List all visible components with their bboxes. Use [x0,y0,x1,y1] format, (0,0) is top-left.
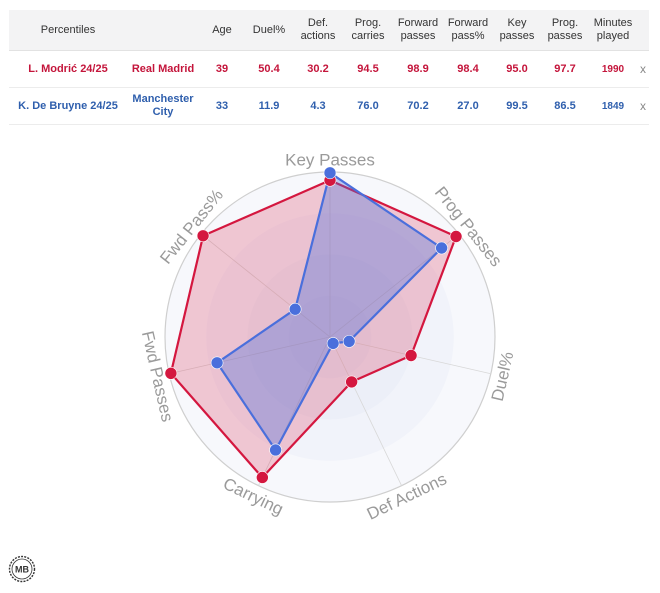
axis-spoke [329,336,402,486]
data-point [326,337,340,350]
table-row[interactable]: K. De Bruyne 24/25 Manchester City 33 11… [9,88,649,125]
header-spacer [637,10,649,51]
data-point [164,367,178,380]
player-name: L. Modrić 24/25 [28,62,108,75]
axis-label: Key Passes [285,151,375,170]
header-percentiles: Percentiles [40,23,96,36]
forward-pass-pct-cell: 98.4 [457,62,479,75]
svg-text:MB: MB [15,565,29,575]
team-name: Real Madrid [131,62,195,75]
header-forward-pass-pct[interactable]: Forward pass% [447,17,489,42]
key-passes-cell: 99.5 [506,99,528,112]
data-point [345,375,358,389]
remove-player-button[interactable]: x [640,98,646,113]
prog-passes-cell: 86.5 [554,99,576,112]
header-minutes-played[interactable]: Minutes played [593,17,633,42]
forward-passes-cell: 98.9 [407,62,429,75]
key-passes-cell: 95.0 [506,62,528,75]
header-key-passes[interactable]: Key passes [499,17,535,42]
header-duel-pct[interactable]: Duel% [252,23,286,36]
series-area-modric [169,179,458,479]
forward-passes-cell: 70.2 [407,99,429,112]
mb-logo: MB [8,555,36,583]
team-name: Manchester City [132,93,194,118]
data-point [323,166,337,180]
header-prog-passes[interactable]: Prog. passes [547,17,583,42]
prog-carries-cell: 94.5 [357,62,379,75]
comparison-table: Percentiles Age Duel% Def. actions Prog.… [9,10,649,125]
axis-spoke [169,336,331,375]
data-point [342,335,356,348]
axis-spoke [200,233,331,338]
data-point [288,302,302,316]
duel-pct-cell: 50.4 [258,62,280,75]
data-point [449,230,463,243]
header-def-actions[interactable]: Def. actions [300,17,336,42]
def-actions-cell: 30.2 [307,62,329,75]
remove-player-button[interactable]: x [640,61,646,76]
data-point [256,471,269,484]
prog-passes-cell: 97.7 [554,62,576,75]
age-cell: 33 [215,99,229,112]
prog-carries-cell: 76.0 [357,99,379,112]
series-area-de-bruyne [216,171,443,452]
data-point [404,349,418,362]
minutes-cell: 1849 [601,100,625,112]
data-point [435,241,448,255]
table-header-row: Percentiles Age Duel% Def. actions Prog.… [9,10,649,51]
minutes-cell: 1990 [601,63,625,75]
player-name: K. De Bruyne 24/25 [18,99,118,112]
data-point [196,229,210,243]
duel-pct-cell: 11.9 [258,99,280,112]
data-point [210,356,224,370]
header-forward-passes[interactable]: Forward passes [397,17,439,42]
header-team [127,10,199,51]
def-actions-cell: 4.3 [310,99,326,112]
age-cell: 39 [215,62,229,75]
header-age[interactable]: Age [212,23,232,36]
comparison-table-container: Percentiles Age Duel% Def. actions Prog.… [9,10,649,125]
table-row[interactable]: L. Modrić 24/25 Real Madrid 39 50.4 30.2… [9,50,649,88]
forward-pass-pct-cell: 27.0 [457,99,479,112]
data-point [269,443,282,457]
header-prog-carries[interactable]: Prog. carries [351,17,385,42]
axis-spoke [258,336,331,486]
